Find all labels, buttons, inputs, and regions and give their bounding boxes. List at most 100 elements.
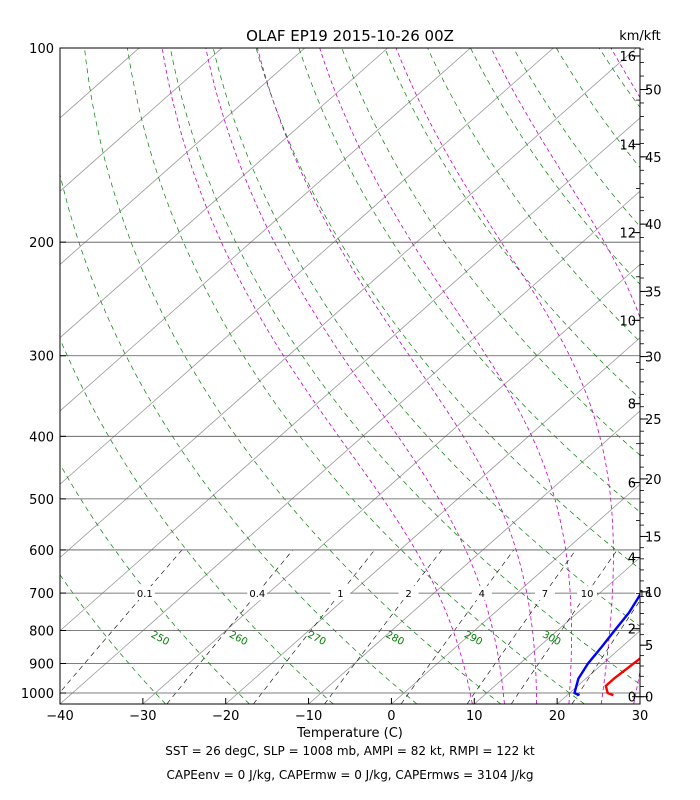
mixing-ratio-line	[400, 549, 515, 704]
label-box	[534, 586, 555, 601]
isotherm-line	[60, 117, 640, 632]
p-tick-label: 800	[29, 625, 54, 640]
axes: −40 −30 −20 −10 0 10 20 30100090080070060050040…	[21, 42, 662, 724]
isotherm-line	[142, 263, 640, 704]
dry-adiabat-line	[212, 48, 640, 627]
km-tick-label: 16	[619, 50, 636, 65]
footer-line-1: SST = 26 degC, SLP = 1008 mb, AMPI = 82 …	[165, 744, 535, 758]
moist-adiabat-line	[319, 48, 572, 704]
profiles	[573, 592, 640, 697]
kft-tick-label: 30	[645, 351, 662, 366]
mixing-ratio-label-700: 0.1	[137, 589, 153, 600]
x-tick-label: −20	[212, 709, 239, 724]
km-tick-label: 14	[619, 138, 636, 153]
dewpoint-profile	[573, 592, 640, 697]
isotherm-line	[60, 48, 637, 559]
x-tick-label: 30	[632, 709, 649, 724]
km-tick-label: 4	[628, 551, 636, 566]
dry-adiabat-line	[598, 48, 640, 108]
theta-label: 260	[227, 629, 249, 648]
mixing-ratio-label-700: 0.4	[249, 589, 265, 600]
p-tick-label: 900	[29, 657, 54, 672]
isotherm-line	[308, 410, 640, 704]
mixing-ratio-label-700: 2	[405, 589, 411, 600]
kft-tick-label: 20	[645, 473, 662, 488]
km-tick-label: 0	[628, 691, 636, 706]
kft-tick-label: 15	[645, 530, 662, 545]
height-axis-label: km/kft	[619, 29, 661, 44]
mixing-ratio-label-700: 4	[479, 589, 485, 600]
theta-label: 290	[462, 629, 484, 648]
km-tick-label: 12	[619, 227, 636, 242]
isotherm-line	[0, 48, 56, 704]
p-tick-label: 400	[29, 430, 54, 445]
kft-tick-label: 0	[645, 691, 653, 706]
theta-label: 300	[540, 629, 562, 648]
dry-adiabat-line	[60, 463, 250, 704]
p-tick-label: 100	[29, 42, 54, 57]
moist-adiabat-line	[161, 48, 473, 704]
kft-tick-label: 25	[645, 413, 662, 428]
dry-adiabat-line	[60, 172, 418, 704]
chart-title: OLAF EP19 2015-10-26 00Z	[246, 27, 454, 45]
kft-tick-label: 35	[645, 285, 662, 300]
moist-adiabat-line	[205, 48, 505, 704]
isotherm-line	[60, 48, 140, 119]
isotherm-line	[391, 483, 640, 704]
isotherm-line	[60, 48, 554, 485]
isotherm-line	[60, 48, 388, 339]
label-box	[577, 586, 598, 601]
x-tick-label: −40	[46, 709, 73, 724]
dry-adiabat-line	[427, 48, 640, 343]
moist-adiabat-line	[490, 48, 640, 704]
dry-adiabat-line	[642, 48, 700, 704]
km-tick-label: 6	[628, 477, 636, 492]
kft-tick-label: 50	[645, 84, 662, 99]
theta-label: 270	[305, 629, 327, 648]
km-tick-label: 2	[628, 623, 636, 638]
x-tick-label: 0	[387, 709, 395, 724]
isotherm-line	[474, 556, 640, 704]
dry-adiabat-line	[60, 337, 334, 704]
p-tick-label: 600	[29, 544, 54, 559]
isotherm-line	[60, 190, 640, 704]
mixing-ratio-line	[510, 549, 618, 704]
in-plot-labels: 81216202428320.10.4124710162502602702802…	[134, 586, 655, 648]
dry-adiabat-line	[685, 48, 700, 704]
mixing-ratio-label-700: 10	[581, 589, 594, 600]
dry-adiabat-line	[84, 48, 502, 704]
dry-adiabat-line	[341, 48, 640, 456]
x-tick-label: 20	[549, 709, 566, 724]
mixing-ratio-line	[166, 549, 294, 704]
p-tick-label: 1000	[21, 687, 54, 702]
dry-adiabat-line	[127, 48, 585, 704]
kft-tick-label: 45	[645, 151, 662, 166]
plot-frame	[59, 47, 641, 705]
moist-adiabat-line	[257, 48, 537, 704]
dry-adiabat-line	[384, 48, 640, 400]
dry-adiabat-line	[513, 48, 640, 228]
moist-adiabat-line	[395, 48, 614, 704]
dry-adiabat-line	[169, 48, 640, 685]
isotherm-line	[60, 48, 306, 265]
mixing-ratio-label-700: 1	[337, 589, 343, 600]
isotherm-line	[639, 703, 640, 704]
p-tick-label: 700	[29, 587, 54, 602]
x-tick-label: −30	[129, 709, 156, 724]
mixing-ratio-label-700: 7	[542, 589, 548, 600]
x-axis-label: Temperature (C)	[296, 726, 403, 741]
footer-line-2: CAPEenv = 0 J/kg, CAPErmw = 0 J/kg, CAPE…	[166, 768, 534, 782]
mixing-ratio-label-700: 16	[639, 589, 652, 600]
dry-adiabat-line	[298, 48, 640, 513]
p-tick-label: 300	[29, 350, 54, 365]
mixing-ratio-line	[60, 549, 183, 693]
label-box	[134, 586, 155, 601]
x-tick-label: −10	[295, 709, 322, 724]
dry-adiabat-line	[60, 574, 166, 704]
isotherm-line	[60, 48, 223, 192]
temperature-profile	[604, 657, 640, 697]
background-lines	[0, 48, 700, 704]
isotherm-line	[60, 48, 471, 412]
mixing-ratio-line	[253, 549, 375, 704]
